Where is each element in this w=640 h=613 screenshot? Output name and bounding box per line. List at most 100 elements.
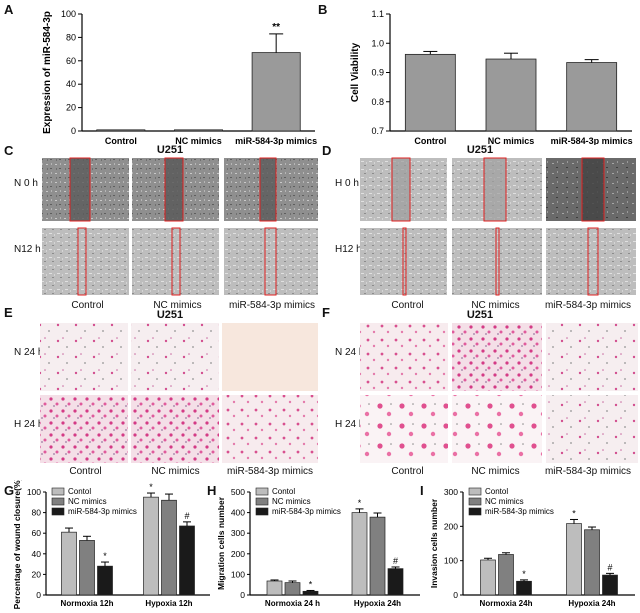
chart-i-ytick-label: 0 [453,590,458,600]
chart-g-bar [61,531,77,596]
chart-g: 0 20 40 60 80 100 Percentage of wound closure(… [12,480,210,609]
chart-a-bar [96,129,146,132]
d-h0-nc-scratch [484,158,506,221]
chart-i-group-label: Hypoxia 24h [568,599,615,608]
chart-i-significance-mark: # [607,562,612,572]
d-h0-nc-box [483,157,507,222]
chart-b-bar [404,53,456,132]
chart-g-ytick-label: 100 [27,487,41,497]
chart-a-ytick-label: 0 [71,126,76,136]
panel-c-row-1: N12 h [14,244,41,255]
chart-g-ytick-label: 80 [32,508,42,518]
chart-a-xtick-label: Control [105,136,137,145]
chart-b: 0.7 0.8 0.9 1.0 1.1 Cell Viability Control NC m… [350,9,633,145]
chart-b-xtick-label: NC mimics [488,136,535,145]
chart-h-significance-mark: # [393,556,398,566]
panel-c-col-0: Control [71,300,104,311]
chart-i-bar [498,554,514,596]
chart-h-legend-swatch [255,497,269,506]
chart-g-legend-label: miR-584-3p mimics [68,507,137,516]
panel-e-row-1: H 24 h [14,419,44,430]
chart-h-bar [387,568,404,596]
f-n24-mir-image [546,323,638,391]
chart-h-legend-label: NC mimics [272,497,311,506]
c-n12-nc-image [132,228,219,295]
panel-e-col-2: miR-584-3p mimics [226,466,314,477]
e-h24-mir-image [222,395,318,463]
chart-h-bar [266,580,283,596]
c-n12-control-box [77,227,87,296]
chart-i-legend-swatch [468,497,482,506]
chart-h-legend-label: miR-584-3p mimics [272,507,341,516]
chart-g-ytick-label: 0 [36,590,41,600]
panel-c-letter: C [4,143,14,158]
chart-h-ytick-label: 0 [240,590,245,600]
chart-i-ylabel: Invasion cells number [429,498,439,588]
panel-h-letter: H [207,483,217,498]
chart-h-bar [302,590,319,596]
chart-g-legend-swatch [51,507,65,516]
chart-a: 0 20 40 60 80 100 Expression of miR-584-3p Cont… [42,9,317,145]
chart-g-bar [97,565,113,596]
chart-g-group-label: Normoxia 12h [61,599,114,608]
chart-h-bar [351,512,368,596]
chart-a-ytick-label: 80 [66,32,76,42]
chart-h-bar [284,582,301,596]
d-h12-control-box [402,227,407,296]
panel-d-letter: D [322,143,332,158]
f-n24-control-image [360,323,448,391]
panel-f-row-1: H 24 h [335,419,365,430]
c-n0-control-box [69,157,91,222]
chart-b-xtick-label: miR-584-3p mimics [551,136,633,145]
panel-f-row-0: N 24 h [335,347,365,358]
c-n0-nc-scratch [165,158,183,221]
chart-g-ytick-label: 20 [32,569,42,579]
chart-i-legend-swatch [468,507,482,516]
chart-b-ylabel: Cell Viability [350,42,361,102]
f-h24-control-image [360,395,448,463]
chart-g-group-label: Hypoxia 12h [145,599,192,608]
panel-d-col-0: Control [391,300,424,311]
chart-i-significance-mark: * [522,569,526,579]
panel-i-letter: I [420,483,424,498]
chart-i-bar [480,559,496,596]
c-n0-mir-box [259,157,277,222]
chart-g-legend-label: Contol [68,487,91,496]
chart-a-ytick-label: 20 [66,103,76,113]
chart-g-ylabel: Percentage of wound closure(%) [12,480,22,609]
panel-c-row-0: N 0 h [14,178,38,189]
chart-g-significance-mark: # [184,511,189,521]
panel-d-col-1: NC mimics [471,300,520,311]
chart-b-ytick-label: 0.9 [371,68,384,78]
panel-e-col-1: NC mimics [151,466,200,477]
chart-g-legend-swatch [51,487,65,496]
chart-b-ytick-label: 1.0 [371,38,384,48]
chart-i-bar [602,574,618,596]
e-n24-nc-image [131,323,219,391]
panel-f-letter: F [322,305,330,320]
chart-g-bar [161,499,177,596]
c-n12-mir-image [224,228,318,295]
chart-b-ytick-label: 0.7 [371,126,384,136]
chart-g-ytick-label: 40 [32,549,42,559]
chart-i-ytick-label: 200 [444,521,458,531]
chart-h-bar [369,516,386,596]
chart-h-ytick-label: 100 [231,569,245,579]
chart-h-group-label: Hypoxia 24h [354,599,401,608]
chart-g-significance-mark: * [149,482,153,492]
chart-g-legend-swatch [51,497,65,506]
d-h0-mir-box [581,157,605,222]
chart-b-ytick-label: 1.1 [371,9,384,19]
panel-e-title: U251 [156,309,184,321]
c-n0-mir-scratch [260,158,276,221]
chart-i: 0 100 200 300 Invasion cells number * Normoxia… [429,487,635,608]
chart-g-significance-mark: * [103,551,107,561]
chart-a-ytick-label: 100 [61,9,76,19]
c-n12-mir-box [264,227,277,296]
chart-b-xtick-label: Control [414,136,446,145]
d-h12-mir-box [587,227,599,296]
d-h12-mir-image [546,228,636,295]
panel-e-col-0: Control [69,466,102,477]
chart-a-xtick-label: NC mimics [175,136,222,145]
panel-d-row-1: H12 h [335,244,362,255]
